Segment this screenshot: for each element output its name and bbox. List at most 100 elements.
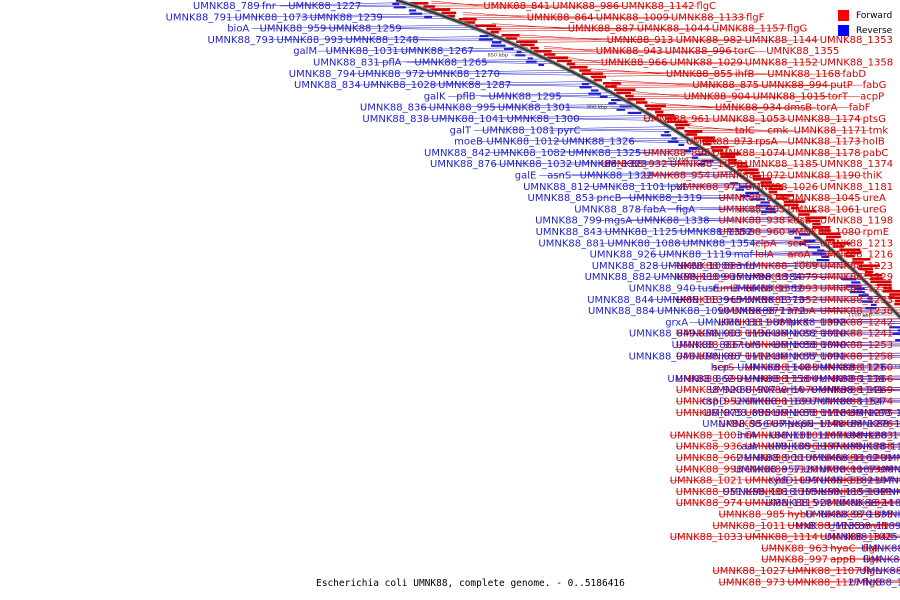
forward-leader-line — [752, 175, 863, 179]
reverse-gene-label: UMNK88_1018 — [722, 487, 795, 498]
forward-feature — [581, 72, 603, 75]
forward-gene-label: UMNK88_841 — [483, 1, 550, 12]
legend-reverse-label: Reverse — [856, 25, 893, 36]
forward-gene-label: flgL — [863, 566, 882, 577]
forward-gene-label: UMNK88_932 — [601, 159, 668, 170]
forward-gene-label: UMNK88_966 — [601, 58, 668, 69]
reverse-feature — [756, 204, 771, 207]
reverse-leader-line — [749, 243, 820, 245]
reverse-leader-line — [764, 355, 900, 357]
reverse-leader-line — [481, 62, 552, 65]
forward-leader-line — [462, 14, 596, 18]
reverse-gene-label: UMNK88_958 — [863, 555, 900, 566]
reverse-feature — [664, 131, 670, 134]
reverse-feature — [842, 278, 857, 281]
forward-gene-label: putP — [830, 80, 853, 91]
tick-label: 900 kbp — [587, 105, 608, 111]
forward-feature — [410, 2, 429, 5]
reverse-gene-label: UMNK88_812 — [523, 182, 590, 193]
reverse-leader-line — [792, 478, 900, 481]
reverse-leader-line — [448, 92, 616, 97]
reverse-gene-label: UMNK88_1323 — [574, 159, 647, 170]
reverse-leader-line — [724, 309, 890, 312]
forward-feature — [579, 69, 591, 72]
reverse-leader-line — [699, 209, 781, 211]
forward-feature — [832, 245, 845, 248]
reverse-gene-label: UMNK88_1354 — [683, 238, 756, 249]
reverse-gene-label: UMNK88_1010 — [773, 329, 846, 340]
reverse-leader-line — [354, 81, 596, 86]
forward-gene-label: flgB — [863, 577, 883, 588]
reverse-gene-label: UMNK88_843 — [536, 227, 603, 238]
reverse-feature — [579, 86, 592, 89]
forward-leader-line — [631, 91, 684, 97]
reverse-gene-label: galM — [293, 46, 317, 57]
forward-leader-line — [819, 480, 900, 482]
forward-gene-label: UMNK88_973 — [719, 577, 786, 588]
reverse-leader-line — [628, 219, 794, 221]
reverse-leader-line — [253, 2, 416, 7]
forward-leader-line — [687, 127, 768, 131]
reverse-gene-label: cspD — [702, 397, 727, 408]
forward-feature — [602, 82, 621, 85]
forward-gene-label: UMNK88_1242 — [820, 317, 893, 328]
reverse-leader-line — [571, 174, 737, 176]
forward-gene-label: fabD — [842, 69, 866, 80]
forward-feature — [832, 242, 851, 245]
reverse-leader-line — [498, 117, 654, 120]
reverse-leader-line — [320, 27, 476, 29]
reverse-leader-line — [641, 163, 722, 166]
forward-feature — [685, 133, 698, 136]
forward-feature — [870, 280, 892, 283]
reverse-gene-label: wrbA — [778, 385, 804, 396]
reverse-feature — [803, 239, 816, 242]
reverse-leader-line — [689, 284, 868, 289]
reverse-gene-label: moeB — [454, 137, 483, 148]
reverse-feature — [761, 211, 777, 214]
forward-feature — [644, 104, 666, 107]
forward-leader-line — [819, 457, 900, 459]
reverse-gene-label: UMNK88_940 — [629, 284, 696, 295]
forward-leader-line — [819, 367, 900, 369]
forward-leader-line — [761, 546, 900, 549]
reverse-gene-label: UMNK88_900 — [736, 453, 803, 464]
reverse-leader-line — [573, 118, 654, 121]
forward-leader-line — [675, 466, 900, 470]
forward-gene-label: UMNK88_920 — [676, 385, 743, 396]
forward-feature — [429, 8, 451, 11]
forward-leader-line — [675, 444, 900, 447]
forward-gene-label: UMNK88_1178 — [788, 148, 861, 159]
forward-gene-label: UMNK88_1114 — [745, 532, 818, 543]
forward-gene-label: UMNK88_1110 — [745, 430, 818, 441]
forward-gene-label: flgK — [863, 555, 883, 566]
reverse-feature — [849, 291, 865, 294]
forward-feature — [546, 56, 569, 59]
forward-gene-label: UMNK88_1142 — [621, 1, 694, 12]
forward-gene-label: msbA — [788, 306, 816, 317]
reverse-gene-label: UMNK88_842 — [424, 148, 491, 159]
forward-gene-label: UMNK88_1030 — [670, 159, 743, 170]
reverse-feature — [867, 297, 873, 300]
forward-gene-label: pabC — [863, 148, 889, 159]
forward-feature — [556, 59, 572, 63]
reverse-leader-line — [689, 318, 900, 323]
reverse-leader-line — [581, 130, 672, 132]
reverse-gene-label: UMNK88_1136 — [698, 329, 771, 340]
forward-feature — [805, 216, 827, 219]
forward-gene-label: flgF — [746, 12, 765, 23]
forward-gene-label: UMNK88_1080 — [788, 227, 861, 238]
reverse-gene-label: UMNK88_799 — [535, 216, 602, 227]
forward-leader-line — [819, 254, 849, 257]
forward-feature — [864, 270, 874, 274]
forward-gene-label: UMNK88_962 — [676, 453, 743, 464]
forward-leader-line — [589, 68, 666, 75]
forward-gene-label: UMNK88_1003 — [670, 430, 743, 441]
reverse-feature — [619, 105, 633, 108]
reverse-leader-line — [732, 341, 900, 346]
forward-leader-line — [687, 125, 735, 131]
forward-leader-line — [718, 194, 783, 199]
reverse-gene-label: mfd — [736, 261, 756, 272]
forward-gene-label: UMNK88_1127 — [788, 577, 861, 588]
reverse-leader-line — [840, 344, 900, 347]
reverse-leader-line — [423, 115, 654, 120]
